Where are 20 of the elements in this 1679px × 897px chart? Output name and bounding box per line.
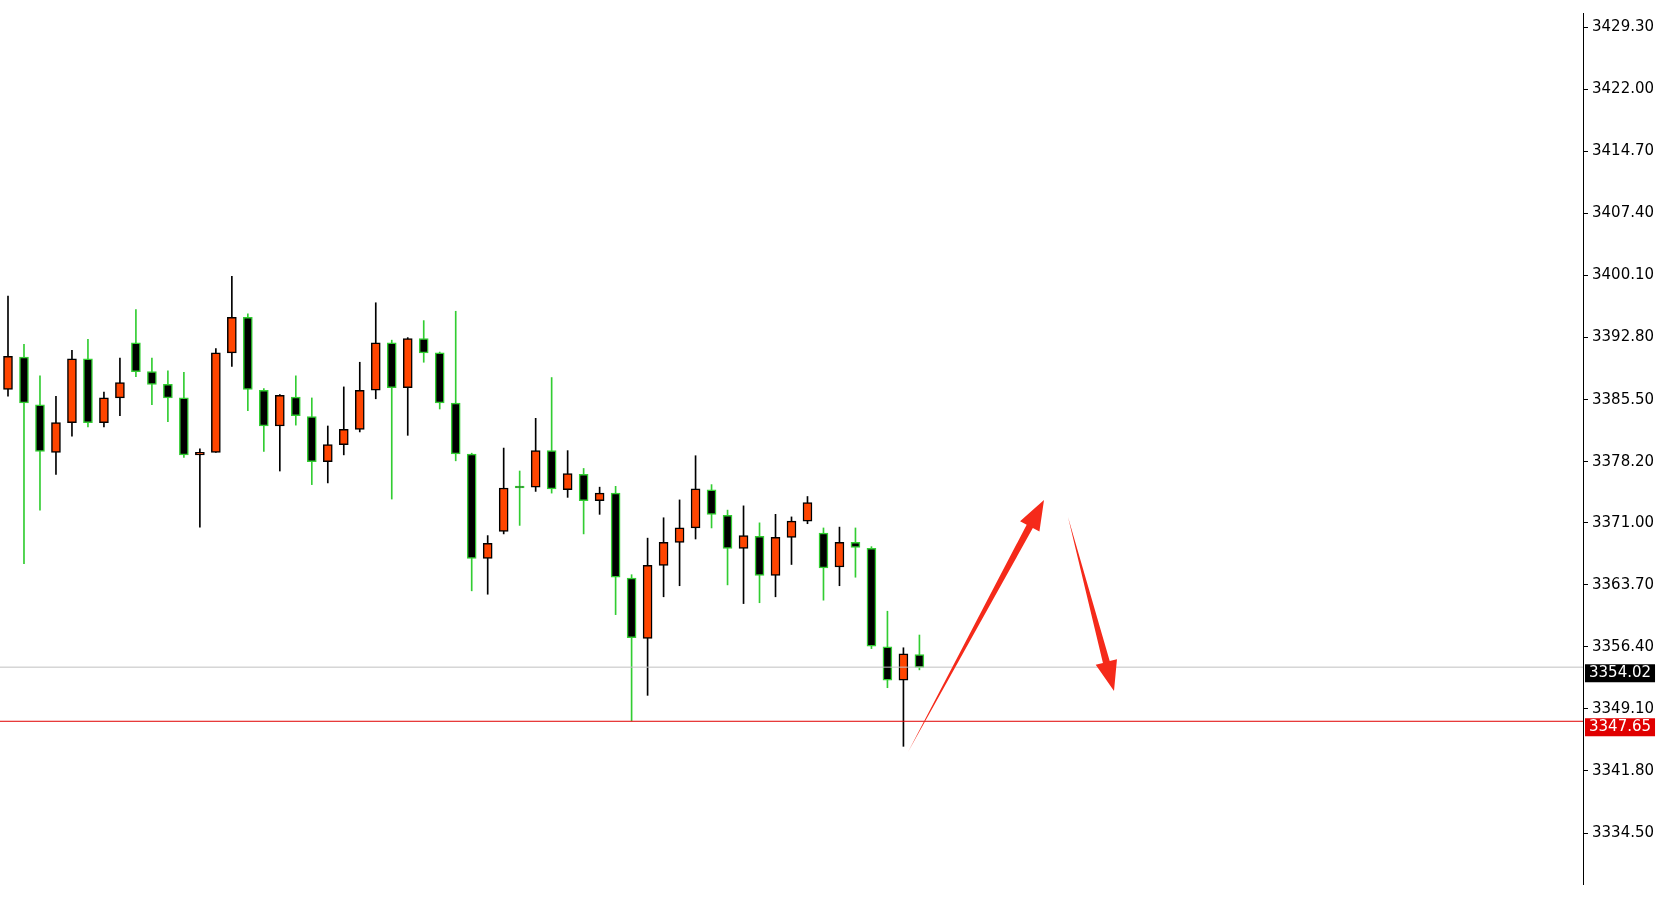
y-tick-label: 3371.00 (1592, 512, 1655, 531)
y-tick-label: 3400.10 (1592, 265, 1655, 284)
candlestick (482, 535, 493, 595)
y-tick-label: 3414.70 (1592, 141, 1655, 160)
candlestick (338, 386, 349, 456)
y-tick-label: 3334.50 (1592, 822, 1655, 841)
candlestick (19, 344, 29, 564)
y-tick-label: 3429.30 (1592, 17, 1655, 36)
y-tick-label: 3422.00 (1592, 79, 1655, 98)
y-tick-label: 3407.40 (1592, 203, 1655, 222)
y-tick-label: 3392.80 (1592, 327, 1655, 346)
y-tick-label: 3378.20 (1592, 451, 1655, 470)
y-tick-label: 3363.70 (1592, 574, 1655, 593)
ref-line-label: 3347.65 (1589, 717, 1652, 736)
y-tick-label: 3349.10 (1592, 698, 1655, 717)
y-tick-label: 3341.80 (1592, 760, 1655, 779)
y-tick-label: 3385.50 (1592, 389, 1655, 408)
ref-line-label: 3354.02 (1589, 663, 1652, 682)
candlestick (195, 448, 205, 528)
y-tick-label: 3356.40 (1592, 636, 1655, 655)
